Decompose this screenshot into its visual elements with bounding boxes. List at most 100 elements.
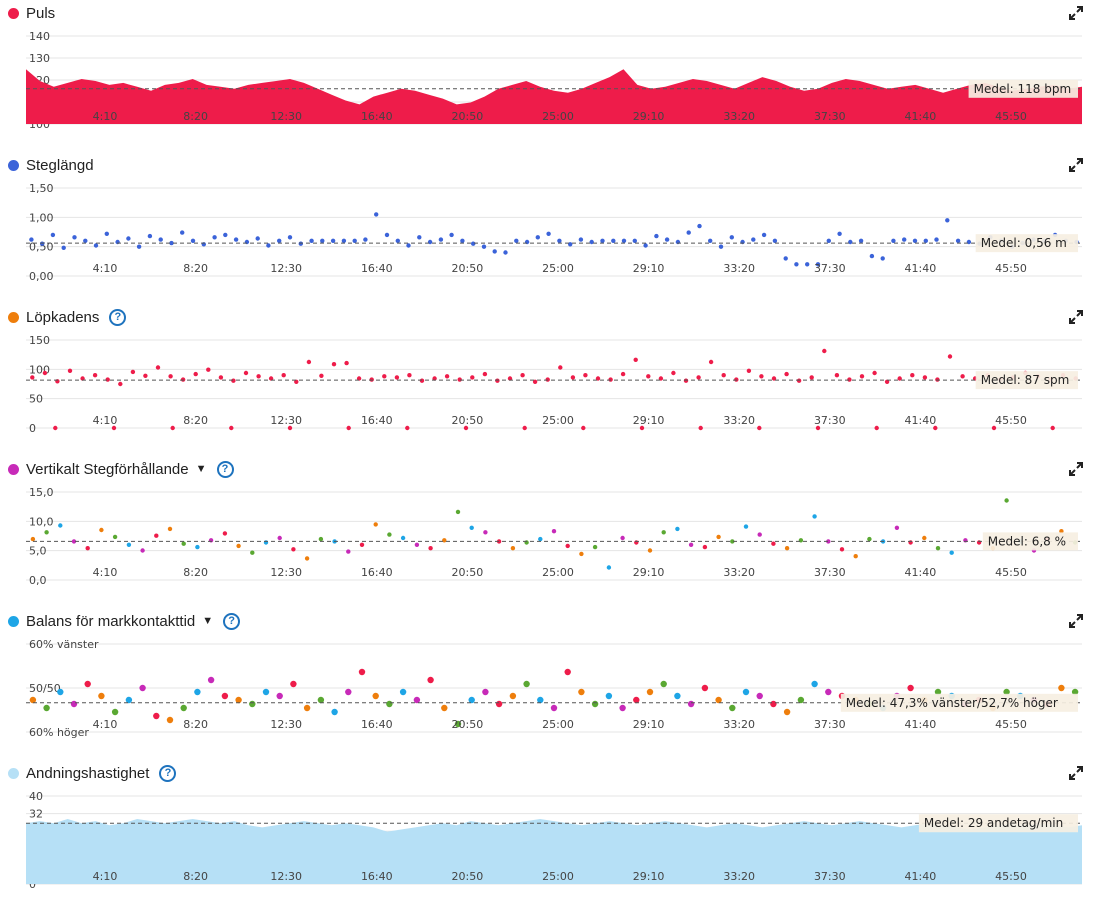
data-point [751, 237, 756, 242]
data-point [181, 541, 186, 546]
data-point [400, 535, 406, 541]
data-point [125, 696, 133, 704]
data-point [406, 243, 411, 248]
y-tick-label: 1,50 [29, 182, 54, 195]
data-point [441, 704, 448, 712]
expand-icon[interactable] [1069, 6, 1083, 20]
data-point [250, 550, 255, 555]
data-point [935, 546, 941, 551]
x-tick-label: 4:10 [93, 110, 118, 123]
dropdown-caret-icon[interactable]: ▼ [195, 463, 207, 475]
data-point [277, 238, 282, 243]
data-point [771, 541, 776, 546]
data-point [147, 233, 153, 239]
data-point [1003, 688, 1010, 696]
data-point [867, 536, 872, 542]
dropdown-caret-icon[interactable]: ▼ [202, 615, 214, 627]
data-point [112, 534, 118, 540]
y-tick-label: 140 [29, 30, 50, 43]
data-point [825, 688, 832, 696]
data-point [50, 232, 56, 238]
data-point [231, 378, 236, 383]
expand-icon[interactable] [1069, 462, 1083, 476]
average-label: Medel: 29 andetag/min [924, 816, 1063, 830]
data-point [658, 376, 664, 381]
x-tick-label: 25:00 [542, 262, 574, 275]
x-tick-label: 8:20 [183, 870, 208, 883]
legend-dot [8, 159, 19, 171]
data-point [84, 680, 91, 688]
data-point [168, 374, 173, 379]
help-icon[interactable]: ? [109, 308, 127, 326]
data-point [783, 256, 788, 261]
data-point [872, 370, 877, 376]
x-tick-label: 16:40 [361, 718, 393, 731]
y-tick-label: 0,0 [29, 574, 47, 587]
data-point [859, 374, 865, 379]
data-point [193, 371, 198, 377]
data-point [154, 533, 159, 538]
data-point [605, 692, 613, 700]
expand-icon[interactable] [1069, 766, 1083, 780]
data-point [643, 243, 648, 248]
data-point [29, 237, 34, 242]
x-tick-label: 45:50 [995, 414, 1027, 427]
data-point [180, 704, 187, 712]
data-point [611, 238, 616, 243]
chart-lopkadens: 150 100 50 0 4:10 8:20 12:30 16:40 20:50 25:00 29:… [26, 334, 1082, 435]
y-tick-label: 0 [29, 422, 36, 435]
help-icon[interactable]: ? [223, 612, 241, 630]
data-point [268, 376, 274, 381]
data-point [718, 244, 724, 249]
average-label: Medel: 47,3% vänster/52,7% höger [846, 696, 1058, 710]
x-tick-label: 37:30 [814, 110, 846, 123]
data-point [621, 238, 627, 243]
data-point [761, 232, 767, 238]
data-point [143, 373, 148, 378]
x-tick-label: 41:40 [905, 262, 937, 275]
data-point [330, 238, 336, 243]
data-point [492, 249, 497, 254]
x-tick-label: 4:10 [93, 414, 118, 427]
y-tick-label: 50/50 [29, 682, 61, 695]
data-point [155, 365, 161, 370]
data-point [43, 704, 50, 712]
data-point [167, 526, 173, 532]
data-point [496, 539, 502, 544]
help-icon[interactable]: ? [216, 460, 234, 478]
data-point [546, 231, 551, 236]
x-tick-label: 16:40 [361, 870, 393, 883]
expand-icon[interactable] [1069, 158, 1083, 172]
data-point [169, 240, 174, 246]
data-point [664, 237, 670, 242]
data-point [394, 375, 400, 380]
data-point [256, 374, 261, 379]
data-point [58, 523, 63, 528]
data-point [341, 238, 347, 243]
expand-icon[interactable] [1069, 310, 1083, 324]
y-tick-label: 0,00 [29, 270, 54, 283]
data-point [591, 700, 599, 708]
data-point [910, 373, 915, 378]
data-point [688, 542, 694, 547]
data-point [746, 368, 752, 373]
data-point [229, 425, 234, 431]
legend-dot [8, 311, 19, 323]
x-tick-label: 12:30 [270, 414, 302, 427]
expand-icon[interactable] [1069, 614, 1083, 628]
panel-title: Steglängd [26, 156, 94, 174]
data-point [483, 530, 488, 535]
data-point [647, 548, 653, 553]
data-point [495, 700, 503, 708]
data-point [520, 373, 525, 378]
data-point [386, 700, 393, 708]
data-point [734, 377, 739, 382]
x-tick-label: 20:50 [452, 566, 484, 579]
panel-header: Vertikalt Stegförhållande ▼ ? [8, 459, 234, 479]
data-point [742, 688, 750, 696]
help-icon[interactable]: ? [159, 764, 177, 782]
x-tick-label: 8:20 [183, 718, 208, 731]
x-tick-label: 16:40 [361, 262, 393, 275]
panel-balans: Balans för markkontakttid ▼ ? 60% vänste… [0, 608, 1099, 760]
data-point [287, 425, 293, 431]
